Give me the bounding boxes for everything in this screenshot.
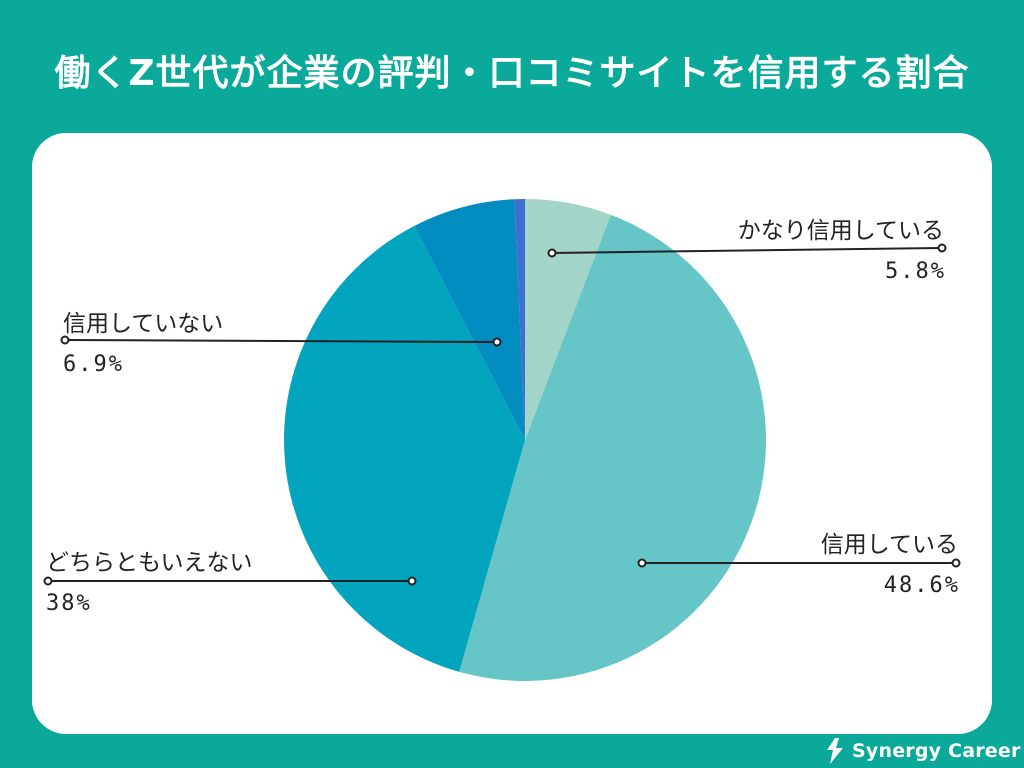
callout-no-trust: 信用していない 6.9% <box>60 311 502 377</box>
leader-dot-inner <box>492 337 502 347</box>
leader-dot-outer <box>60 335 70 345</box>
leader-line <box>551 247 943 254</box>
slice-value: 38% <box>46 591 92 616</box>
slice-label: かなり信用している <box>738 218 944 244</box>
synergy-logo-icon <box>827 738 843 764</box>
slice-value: 48.6% <box>884 573 960 598</box>
leader-dot-inner <box>547 248 557 258</box>
pie-callouts: かなり信用している 5.8% 信用している 48.6% どちらともいえない 38… <box>43 218 961 616</box>
pie-slice-3 <box>414 199 525 440</box>
pie-slice-1 <box>459 214 766 681</box>
leader-dot-outer <box>937 243 947 253</box>
brand-logo: Synergy Career <box>824 737 1021 765</box>
brand-name: Synergy Career <box>852 740 1021 762</box>
leader-dot-outer <box>951 558 961 568</box>
page-title: 働くZ世代が企業の評判・口コミサイトを信用する割合 <box>54 53 970 94</box>
leader-line <box>64 339 498 343</box>
callout-very-trust: かなり信用している 5.8% <box>547 218 947 284</box>
pie-slice-4 <box>514 199 525 440</box>
leader-dot-inner <box>637 558 647 568</box>
pie-slices <box>283 199 766 681</box>
callout-neutral: どちらともいえない 38% <box>43 550 417 616</box>
slice-label: どちらともいえない <box>46 550 253 576</box>
slice-value: 6.9% <box>63 352 124 377</box>
slice-label: 信用している <box>821 532 958 558</box>
leader-dot-outer <box>43 576 53 586</box>
callout-trust: 信用している 48.6% <box>637 532 961 598</box>
pie-slice-2 <box>283 225 525 672</box>
leader-dot-inner <box>407 576 417 586</box>
slice-value: 5.8% <box>885 259 946 284</box>
slice-label: 信用していない <box>63 311 223 337</box>
pie-slice-0 <box>525 199 611 440</box>
